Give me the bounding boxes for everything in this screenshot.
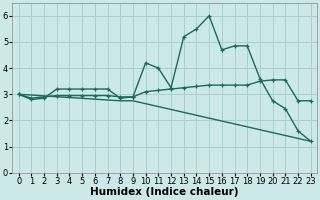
X-axis label: Humidex (Indice chaleur): Humidex (Indice chaleur)	[91, 187, 239, 197]
